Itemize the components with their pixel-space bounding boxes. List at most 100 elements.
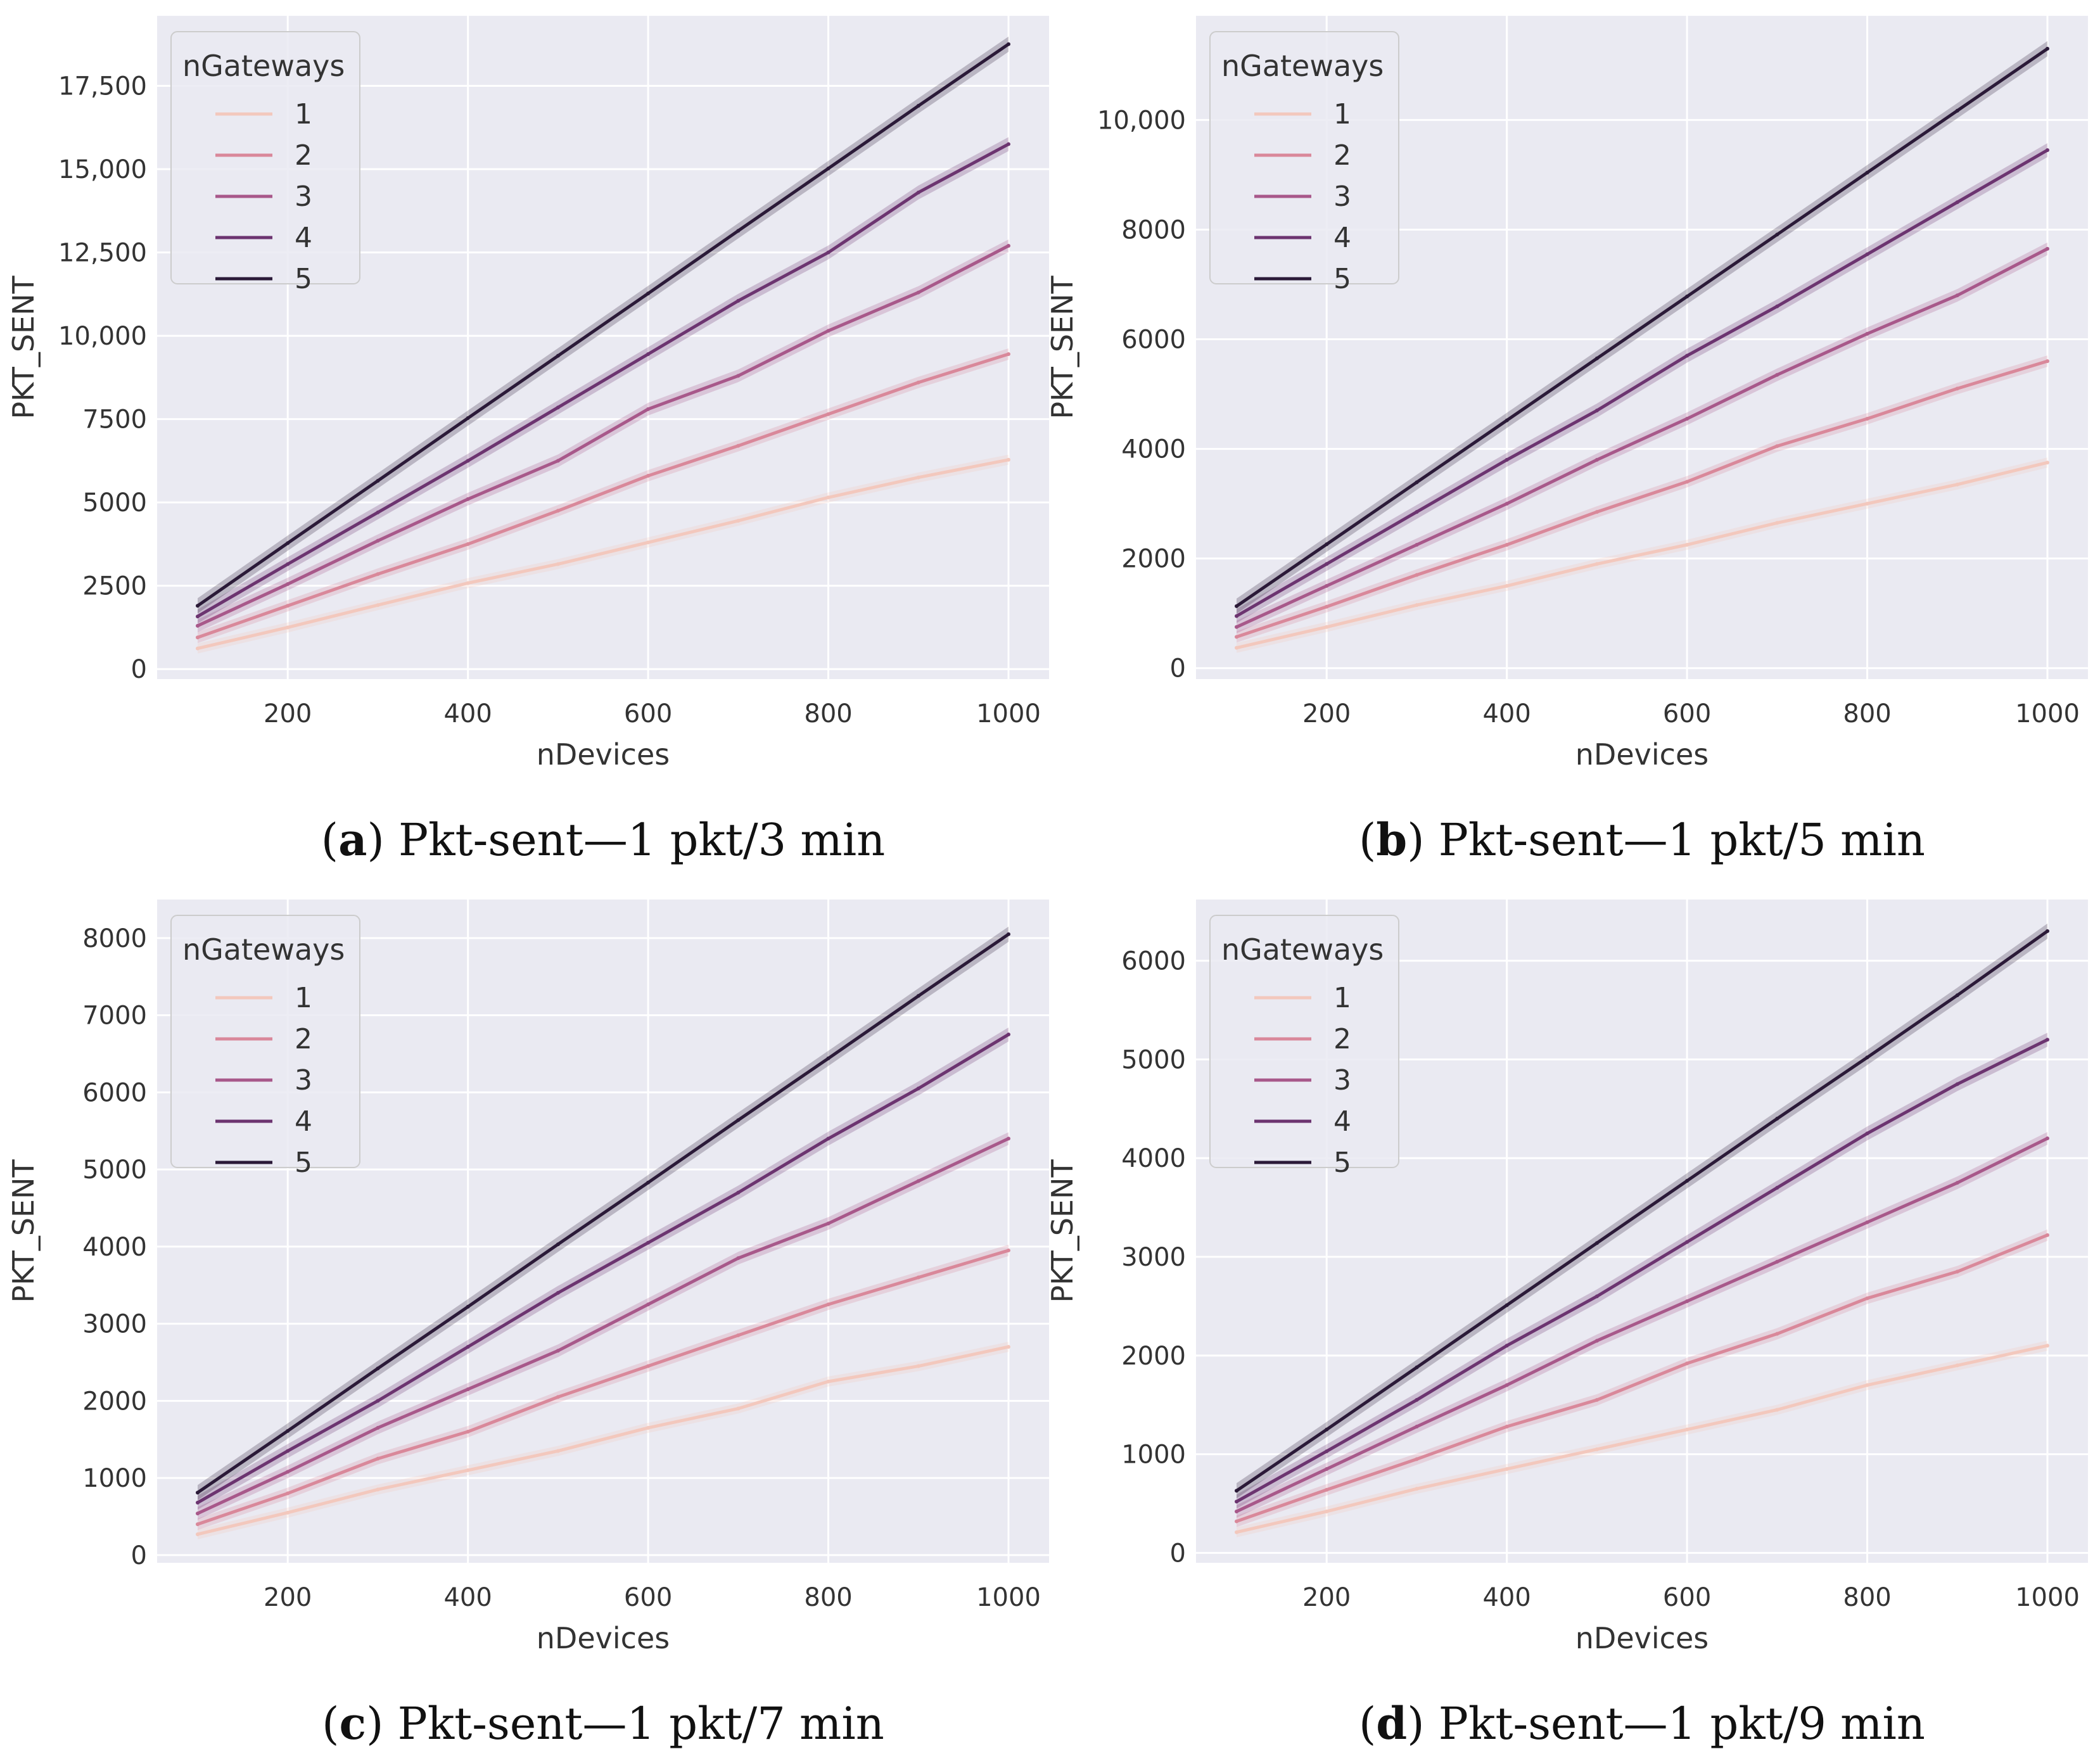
legend-entry-1: 1 [295,98,312,130]
caption-text: Pkt-sent—1 pkt/7 min [398,1698,884,1750]
caption-paren: ( [1359,1698,1376,1750]
data-point [376,1366,380,1371]
legend-entry-3: 3 [1333,181,1351,213]
legend-entry-5: 5 [295,263,312,295]
data-point [1685,295,1690,299]
data-point [1415,1457,1419,1461]
x-tick-label: 1000 [976,699,1041,728]
x-tick-label: 400 [1482,1583,1530,1612]
series-line-3 [1235,247,2049,629]
series-line-1 [1235,461,2049,650]
data-point [286,582,290,587]
data-point [1325,562,1329,566]
x-tick-label: 200 [1302,1583,1351,1612]
data-point [1594,1447,1599,1451]
series-line-1 [1235,1344,2049,1534]
series-line-3 [196,1136,1010,1515]
data-point [1594,1339,1599,1343]
data-point [286,541,290,545]
data-point [466,1304,470,1309]
data-point [376,538,380,543]
data-point [736,1190,741,1195]
data-point [1685,1361,1690,1366]
caption-text: Pkt-sent—1 pkt/5 min [1439,814,1925,866]
caption-paren: ( [1359,814,1376,866]
data-point [1325,542,1329,547]
data-point [286,1491,290,1496]
data-point [1325,1427,1329,1432]
data-point [466,581,470,585]
data-point [1955,386,1959,391]
data-point [196,614,200,619]
y-tick-label: 6000 [1121,326,1186,355]
data-point [1685,480,1690,484]
data-point [646,407,651,411]
y-tick-label: 8000 [1121,215,1186,245]
data-point [1325,625,1329,629]
panel-caption: (a) Pkt-sent—1 pkt/3 min [321,813,885,866]
caption-letter: d [1376,1697,1407,1750]
data-point [826,495,830,500]
y-tick-label: 2000 [1121,545,1186,574]
data-point [1505,1344,1509,1348]
data-point [646,540,651,545]
data-point [1415,1424,1419,1428]
legend-entry-5: 5 [295,1147,312,1179]
data-point [286,562,290,566]
data-point [1775,521,1779,525]
data-point [1594,356,1599,360]
x-tick-label: 800 [1843,699,1891,728]
legend-entry-3: 3 [295,1064,312,1097]
legend-title: nGateways [1221,932,1384,967]
data-point [1775,304,1779,309]
data-point [1505,502,1509,506]
data-point [556,1242,560,1247]
y-tick-label: 15,000 [58,155,147,184]
y-tick-label: 8000 [82,924,147,953]
series-line-3 [1235,1136,2049,1513]
y-tick-label: 1000 [82,1464,147,1493]
data-point [1775,1408,1779,1412]
data-point [1235,1530,1238,1534]
legend-entry-4: 4 [295,222,312,254]
data-point [556,459,560,463]
data-point [1325,583,1329,588]
data-point [1007,244,1010,248]
data-point [1325,1467,1329,1471]
data-point [1685,1240,1690,1244]
x-tick-label: 1000 [2015,699,2080,728]
data-point [826,329,830,333]
legend-entry-2: 2 [295,139,312,172]
data-point [196,1522,200,1527]
legend-entry-3: 3 [1333,1064,1351,1097]
y-tick-label: 1000 [1121,1441,1186,1470]
data-point [916,104,920,108]
legend-box [1209,31,1399,284]
data-point [916,190,920,194]
data-point [1955,1082,1959,1086]
data-point [1235,1509,1238,1513]
y-tick-label: 2000 [82,1387,147,1416]
data-point [646,1425,651,1430]
data-point [1007,457,1010,462]
caption-paren: ) [1407,1698,1439,1750]
y-tick-label: 7000 [82,1002,147,1031]
data-point [196,1511,200,1516]
x-tick-label: 1000 [2015,1583,2080,1612]
x-tick-label: 400 [443,699,492,728]
caption-text: Pkt-sent—1 pkt/9 min [1439,1698,1925,1750]
data-point [1415,573,1419,577]
series-line-5 [1235,929,2049,1492]
data-point [376,478,380,483]
series-line-5 [196,42,1010,608]
data-point [1007,932,1010,936]
data-point [736,1256,741,1261]
data-point [1865,416,1869,421]
y-tick-label: 17,500 [58,72,147,101]
legend-entry-1: 1 [295,982,312,1014]
data-point [826,1136,830,1141]
data-point [556,1349,560,1353]
data-point [1955,293,1959,298]
data-point [1865,1131,1869,1136]
legend-entry-1: 1 [1333,98,1351,130]
